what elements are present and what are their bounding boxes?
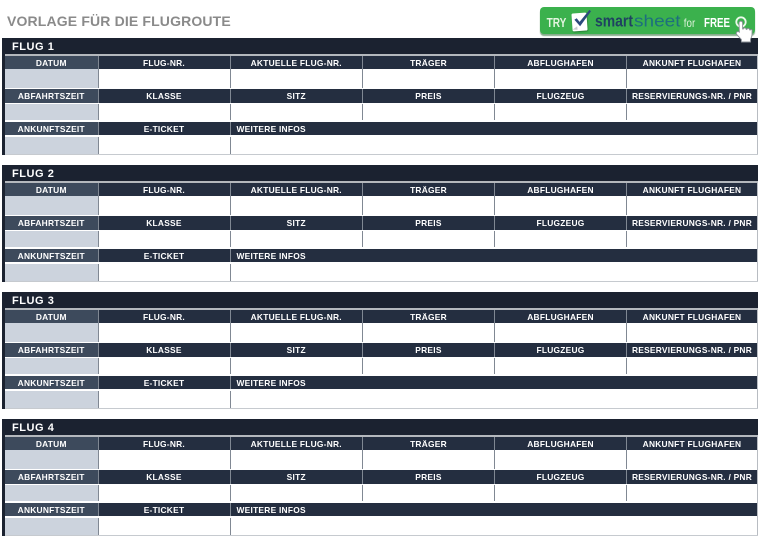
svg-text:smart: smart bbox=[595, 12, 633, 31]
svg-text:for: for bbox=[684, 16, 695, 30]
svg-text:sheet: sheet bbox=[634, 12, 681, 31]
svg-text:FREE: FREE bbox=[704, 16, 730, 30]
svg-text:TRY: TRY bbox=[547, 16, 567, 30]
